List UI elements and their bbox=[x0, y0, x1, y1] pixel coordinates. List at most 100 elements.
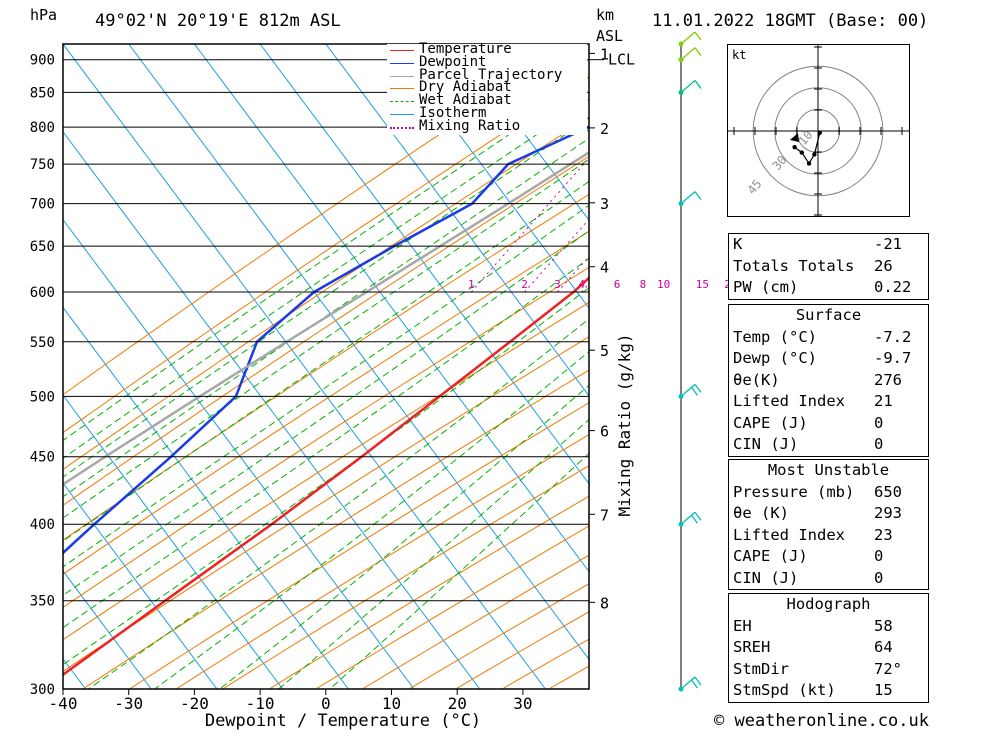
table-row: Lifted Index 23 bbox=[729, 525, 928, 547]
km-tick-label: 5 bbox=[600, 342, 609, 360]
table-row: CAPE (J) 0 bbox=[729, 546, 928, 568]
table-row: StmSpd (kt) 15 bbox=[729, 680, 928, 702]
isotherm-line bbox=[259, 44, 589, 485]
pressure-tick-label: 800 bbox=[30, 120, 55, 136]
stmdir-label: StmDir bbox=[733, 659, 789, 678]
isotherm-line bbox=[63, 44, 546, 689]
pressure-tick-label: 600 bbox=[30, 285, 55, 301]
legend-swatch bbox=[390, 88, 414, 90]
hodograph-ring-label: 45 bbox=[745, 177, 765, 197]
totals-totals-row: Totals Totals 26 bbox=[729, 256, 928, 278]
wind-barb-flag bbox=[690, 386, 699, 396]
wet-adiabat-line bbox=[63, 287, 589, 666]
isotherm-line bbox=[193, 44, 589, 573]
km-tick-label: 7 bbox=[600, 506, 609, 524]
sreh-label: SREH bbox=[733, 638, 771, 656]
legend-label: Parcel Trajectory bbox=[419, 66, 563, 83]
table-row: θe(K) 276 bbox=[729, 370, 928, 392]
legend-label: Dry Adiabat bbox=[419, 79, 512, 96]
wind-barb bbox=[680, 79, 702, 93]
wet-adiabat-line bbox=[63, 180, 589, 542]
pw-value: 0.22 bbox=[874, 278, 912, 296]
k-index-label: K bbox=[733, 235, 743, 253]
table-row: EH 58 bbox=[729, 616, 928, 638]
legend-item: Isotherm bbox=[387, 105, 587, 121]
surface-temp-label: Temp (°C) bbox=[733, 327, 817, 346]
table-row: Pressure (mb) 650 bbox=[729, 482, 928, 504]
hodograph-point bbox=[817, 130, 822, 135]
surface-cin-value: 0 bbox=[874, 435, 884, 453]
table-row: StmDir 72° bbox=[729, 659, 928, 681]
mixing-ratio-axis-label: Mixing Ratio (g/kg) bbox=[615, 333, 634, 516]
x-tick-label: 30 bbox=[513, 694, 532, 713]
table-row: Lifted Index 21 bbox=[729, 391, 928, 413]
surface-thetae-label: θe(K) bbox=[733, 370, 780, 389]
dry-adiabat-line bbox=[63, 76, 589, 434]
km-tick-label: 2 bbox=[600, 120, 609, 138]
wind-barb-staff bbox=[680, 383, 696, 397]
dry-adiabat-line bbox=[63, 266, 589, 608]
dry-adiabat-line bbox=[63, 193, 589, 541]
surface-dewp-value: -9.7 bbox=[874, 349, 912, 367]
mu-pressure-label: Pressure (mb) bbox=[733, 482, 855, 501]
location-title: 49°02'N 20°19'E 812m ASL bbox=[95, 11, 341, 31]
legend-item: Temperature bbox=[387, 41, 587, 57]
wind-barb-staff bbox=[680, 79, 696, 93]
dry-adiabat-line bbox=[82, 369, 589, 689]
pressure-tick-label: 450 bbox=[30, 450, 55, 466]
wet-adiabat-line bbox=[63, 158, 589, 519]
surface-li-value: 21 bbox=[874, 392, 893, 410]
surface-li-label: Lifted Index bbox=[733, 392, 845, 410]
mixing-ratio-label: 2 bbox=[521, 278, 528, 291]
x-tick-label: -20 bbox=[180, 694, 209, 713]
mixing-ratio-label: 10 bbox=[657, 278, 670, 291]
legend-label: Mixing Ratio bbox=[419, 117, 521, 134]
mixing-ratio-line bbox=[470, 157, 589, 293]
parcel-trajectory-profile-line bbox=[63, 151, 589, 486]
legend-swatch bbox=[390, 126, 414, 129]
wet-adiabat-line bbox=[154, 350, 589, 689]
totals-totals-value: 26 bbox=[874, 256, 893, 275]
mu-thetae-value: 293 bbox=[874, 504, 902, 522]
hodograph-table: Hodograph EH 58 SREH 64 StmDir 72° StmSpd (… bbox=[728, 593, 929, 703]
wind-barb-flag bbox=[694, 47, 702, 57]
legend-label: Dewpoint bbox=[419, 53, 487, 70]
mu-li-value: 23 bbox=[874, 525, 893, 544]
stmspd-label: StmSpd (kt) bbox=[733, 681, 836, 699]
copyright-text: © weatheronline.co.uk bbox=[714, 711, 929, 731]
km-unit-label: km bbox=[596, 6, 615, 24]
k-index-value: -21 bbox=[874, 235, 902, 253]
x-tick-label: 20 bbox=[448, 694, 467, 713]
asl-unit-label: ASL bbox=[596, 27, 624, 45]
surface-title: Surface bbox=[795, 306, 862, 324]
pressure-tick-label: 750 bbox=[30, 157, 55, 173]
dry-adiabat-line bbox=[63, 230, 589, 575]
k-index-row: K -21 bbox=[729, 234, 928, 256]
legend-label: Temperature bbox=[419, 41, 512, 57]
wind-barb bbox=[680, 191, 702, 205]
hodograph-point bbox=[792, 145, 797, 150]
pw-label: PW (cm) bbox=[733, 278, 799, 296]
wind-barb-flag bbox=[694, 31, 702, 41]
isotherm-line bbox=[0, 44, 20, 689]
wet-adiabat-line bbox=[63, 204, 589, 568]
wet-adiabat-line bbox=[63, 117, 589, 478]
legend-item: Wet Adiabat bbox=[387, 92, 587, 108]
temperature-profile-line bbox=[63, 276, 589, 677]
pressure-tick-label: 850 bbox=[30, 85, 55, 101]
legend-label: Isotherm bbox=[419, 105, 487, 121]
pressure-tick-label: 350 bbox=[30, 594, 55, 610]
isotherm-line bbox=[63, 306, 349, 689]
surface-temp-value: -7.2 bbox=[874, 327, 912, 346]
dry-adiabat-line bbox=[63, 44, 577, 396]
wind-barb bbox=[680, 511, 702, 525]
legend-item: Mixing Ratio bbox=[387, 117, 587, 134]
mixing-ratio-label: 4 bbox=[578, 278, 585, 291]
dry-adiabat-line bbox=[63, 336, 589, 672]
isotherm-line bbox=[63, 130, 481, 689]
wet-adiabat-line bbox=[63, 137, 589, 498]
surface-cape-label: CAPE (J) bbox=[733, 413, 808, 432]
km-tick-label: 3 bbox=[600, 195, 609, 213]
wind-barb-staff bbox=[680, 31, 696, 45]
